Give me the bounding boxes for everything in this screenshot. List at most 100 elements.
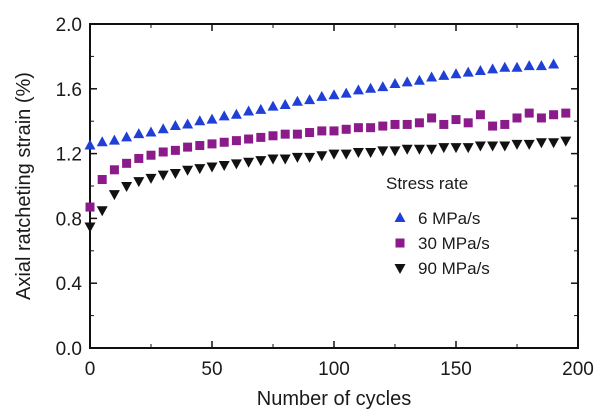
data-point [378,121,388,131]
data-point [279,154,291,165]
data-point [157,170,169,181]
data-point [561,108,571,118]
data-point [438,143,450,154]
data-point [549,110,559,120]
data-point [243,105,255,116]
data-point [535,138,547,149]
data-point [365,82,377,93]
data-point [366,123,376,133]
data-point [438,69,450,80]
y-tick-label: 0.8 [56,209,82,230]
data-point [427,113,437,123]
data-point [413,144,425,155]
data-point [377,81,389,92]
x-tick-label: 50 [201,359,222,380]
data-point [182,118,194,129]
data-point [487,63,499,74]
data-point [340,149,352,160]
data-point [218,110,230,121]
data-point [329,126,339,136]
legend-marker [395,238,405,248]
data-point [548,58,560,69]
data-point [207,139,217,149]
data-point [414,118,424,128]
data-point [512,113,522,123]
data-point [463,118,473,128]
legend-title: Stress rate [386,174,468,193]
data-point [365,147,377,158]
data-point [158,147,168,157]
data-point [267,154,279,165]
series-1 [85,108,571,212]
data-point [317,126,327,136]
data-point [134,153,144,163]
data-point [316,151,328,162]
data-point [121,182,133,192]
data-point [267,100,279,111]
data-point [96,136,108,147]
data-point [291,152,303,163]
y-tick-label: 1.2 [56,145,82,166]
legend-label: 6 MPa/s [418,209,480,228]
data-point [255,156,267,167]
data-point [256,132,266,142]
data-point [523,60,535,71]
data-point [84,222,96,233]
data-point [268,131,278,141]
y-tick-label: 2.0 [56,15,82,36]
data-point [97,175,107,185]
data-point [548,138,560,149]
data-point [439,119,449,129]
data-point [292,129,302,139]
data-point [511,61,523,72]
data-point [170,145,180,155]
x-tick-label: 200 [562,359,594,380]
data-point [389,77,401,88]
data-point [243,157,255,168]
data-point [341,124,351,134]
y-tick-label: 0.0 [56,339,82,360]
data-point [488,121,498,131]
data-point [500,119,510,129]
x-tick-label: 100 [318,359,350,380]
data-point [195,141,205,150]
data-point [328,149,340,160]
data-point [121,131,133,142]
data-point [84,139,96,150]
data-point [109,165,119,175]
series-2 [84,136,572,233]
data-point [401,144,413,155]
data-point [390,119,400,129]
data-point [280,129,290,139]
y-axis-label: Axial ratcheting strain (%) [13,72,35,300]
data-point [219,137,229,147]
data-point [474,141,486,152]
data-point [523,139,535,150]
data-point [462,66,474,77]
data-point [145,173,157,184]
data-point [487,141,499,152]
data-point [183,142,193,152]
data-point [146,150,156,160]
legend-marker [394,264,406,274]
data-point [194,115,206,126]
series-0 [84,58,560,150]
data-point [206,113,218,124]
data-point [340,87,352,98]
data-point [96,206,108,217]
data-point [182,165,194,176]
data-point [536,113,546,123]
data-point [255,103,267,114]
data-point [450,68,462,79]
data-point [475,110,485,120]
x-axis-label: Number of cycles [257,388,412,410]
data-point [524,108,534,118]
data-point [389,146,401,157]
x-tick-label: 0 [85,359,96,380]
legend-marker [394,212,406,222]
data-point [352,147,364,158]
data-point [194,164,206,175]
data-point [157,123,169,134]
data-point [499,61,511,72]
